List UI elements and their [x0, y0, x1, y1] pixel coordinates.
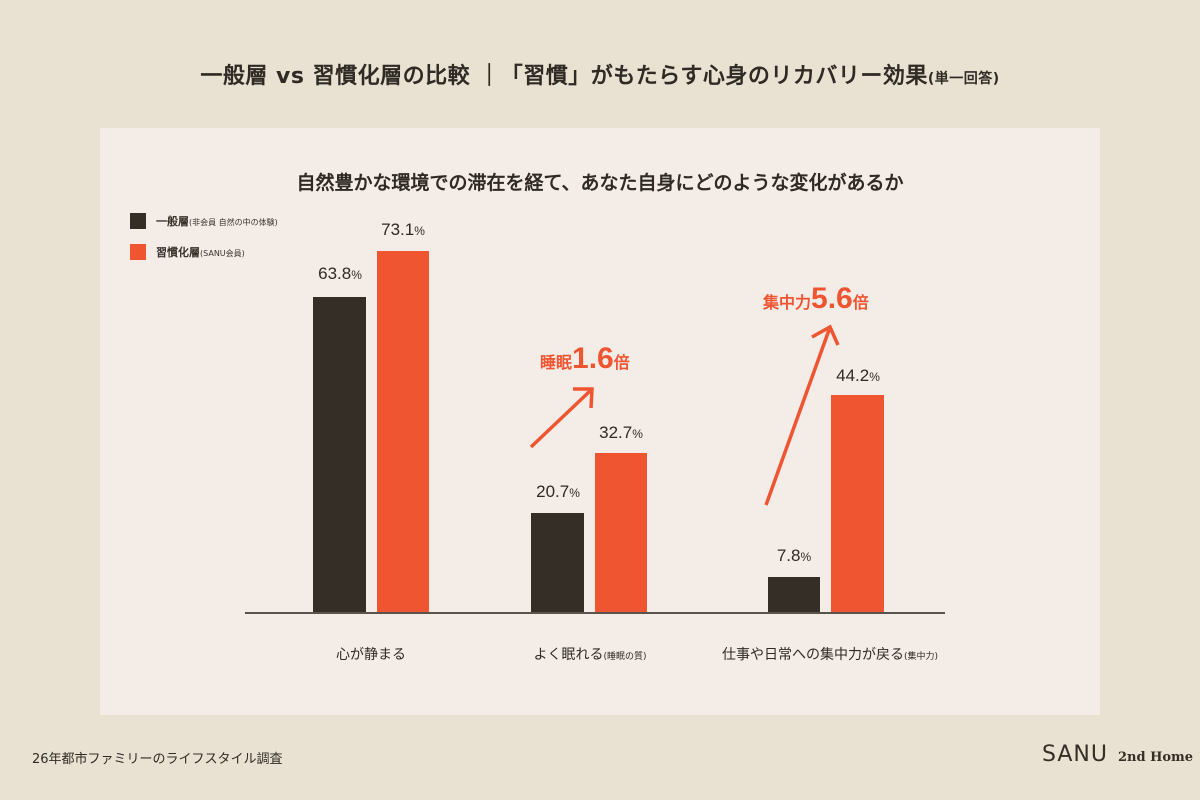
legend-sub-habitual: (SANU会員): [200, 249, 245, 258]
legend-swatch-general: [130, 213, 146, 229]
legend-item-habitual: 習慣化層(SANU会員): [130, 244, 245, 260]
arrow-up-icon-focus: [764, 324, 840, 506]
bar-general-focus: [768, 577, 820, 613]
value-habitual-focus: 44.2%: [836, 366, 880, 385]
chart-subtitle: 自然豊かな環境での滞在を経て、あなた自身にどのような変化があるか: [296, 172, 904, 194]
source-note: 26年都市ファミリーのライフスタイル調査: [32, 752, 283, 767]
value-habitual-sleep: 32.7%: [599, 423, 643, 442]
callout-focus: 集中力5.6倍: [763, 282, 869, 315]
value-habitual-calm: 73.1%: [381, 220, 425, 239]
bar-habitual-focus: [831, 395, 884, 613]
bar-habitual-sleep: [595, 453, 647, 613]
page-title: 一般層 vs 習慣化層の比較 ｜「習慣」がもたらす心身のリカバリー効果(単一回答…: [0, 58, 1200, 90]
title-main: 一般層 vs 習慣化層の比較 ｜「習慣」がもたらす心身のリカバリー効果: [200, 64, 928, 89]
chart-panel: [100, 128, 1100, 715]
bar-general-sleep: [531, 513, 584, 613]
legend-label-habitual: 習慣化層: [156, 246, 200, 259]
value-general-focus: 7.8%: [776, 546, 812, 565]
brand-name: SANU: [1042, 742, 1108, 767]
title-note: (単一回答): [927, 71, 1000, 87]
brand-logo: SANU 2nd Home: [1042, 742, 1193, 767]
bar-general-calm: [313, 297, 366, 613]
category-label-focus: 仕事や日常への集中力が戻る(集中力): [721, 647, 939, 663]
value-general-sleep: 20.7%: [536, 482, 580, 501]
callout-sleep: 睡眠1.6倍: [540, 342, 630, 375]
brand-tag: 2nd Home: [1117, 750, 1194, 765]
bar-habitual-calm: [377, 251, 429, 613]
category-label-sleep: よく眠れる(睡眠の質): [533, 647, 647, 663]
value-general-calm: 63.8%: [318, 264, 362, 283]
arrow-up-icon-sleep: [529, 387, 594, 449]
legend-item-general: 一般層(非会員 自然の中の体験): [130, 213, 278, 229]
legend-label-general: 一般層: [156, 215, 189, 228]
category-label-calm: 心が静まる: [336, 647, 406, 663]
legend-swatch-habitual: [130, 244, 146, 260]
legend-sub-general: (非会員 自然の中の体験): [189, 218, 278, 227]
x-axis-baseline: [245, 612, 945, 614]
